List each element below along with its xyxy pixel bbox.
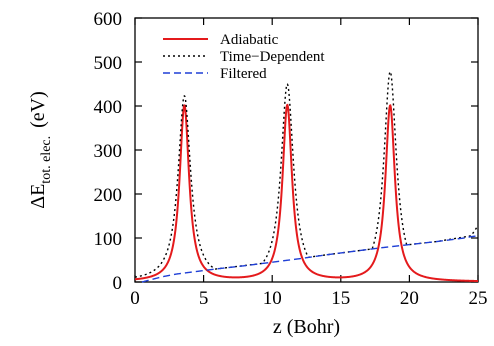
axis-ticks: 0 5 10 15 20 25 0 100 200 300 400 500 600 bbox=[94, 9, 488, 309]
y-axis-title-main: ΔE bbox=[27, 184, 49, 209]
y-tick-label: 500 bbox=[94, 53, 123, 74]
y-tick-label: 300 bbox=[94, 141, 123, 162]
x-tick-label: 0 bbox=[130, 288, 140, 309]
y-tick-label: 0 bbox=[113, 273, 123, 294]
y-axis-title: ΔEtot. elec. (eV) bbox=[27, 91, 54, 209]
series-group bbox=[134, 70, 479, 283]
x-tick-label: 20 bbox=[400, 288, 419, 309]
series-line-filtered bbox=[141, 235, 479, 283]
legend-label: Time−Dependent bbox=[220, 49, 325, 65]
y-tick-label: 100 bbox=[94, 229, 123, 250]
axis-titles: z (Bohr) ΔEtot. elec. (eV) bbox=[27, 91, 340, 338]
y-axis-title-unit: (eV) bbox=[27, 91, 49, 128]
x-axis-title: z (Bohr) bbox=[273, 316, 340, 338]
x-tick-label: 5 bbox=[199, 288, 209, 309]
x-tick-label: 10 bbox=[263, 288, 282, 309]
series-line-time-dependent bbox=[134, 70, 479, 278]
series-line-adiabatic bbox=[134, 103, 479, 283]
x-tick-label: 25 bbox=[469, 288, 488, 309]
legend-label: Adiabatic bbox=[220, 32, 279, 48]
y-tick-label: 200 bbox=[94, 185, 123, 206]
y-axis-title-subscript: tot. elec. bbox=[39, 136, 54, 184]
legend-label: Filtered bbox=[220, 66, 267, 82]
y-tick-label: 600 bbox=[94, 9, 123, 30]
x-tick-label: 15 bbox=[331, 288, 350, 309]
y-tick-label: 400 bbox=[94, 97, 123, 118]
